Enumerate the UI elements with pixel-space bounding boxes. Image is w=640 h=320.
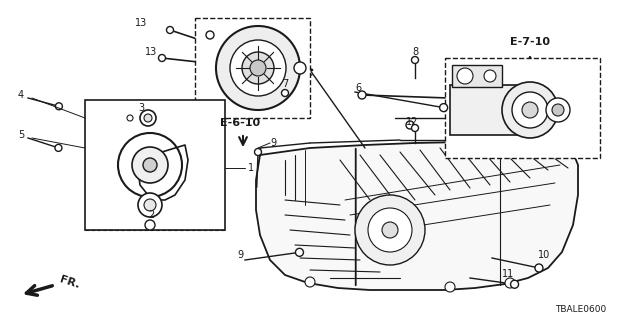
- Circle shape: [358, 91, 366, 99]
- Circle shape: [159, 54, 166, 61]
- Circle shape: [305, 277, 315, 287]
- Circle shape: [406, 121, 414, 129]
- Circle shape: [512, 92, 548, 128]
- Circle shape: [143, 158, 157, 172]
- Bar: [445, 58, 600, 158]
- Circle shape: [445, 282, 455, 292]
- Text: 2: 2: [148, 210, 154, 220]
- Text: 11: 11: [502, 269, 515, 279]
- Circle shape: [56, 103, 63, 110]
- Circle shape: [255, 148, 262, 156]
- Circle shape: [546, 98, 570, 122]
- Text: 4: 4: [18, 90, 24, 100]
- Circle shape: [457, 68, 473, 84]
- Circle shape: [505, 278, 515, 288]
- Text: E-7-10: E-7-10: [510, 37, 550, 47]
- Circle shape: [145, 220, 155, 230]
- Circle shape: [412, 124, 419, 132]
- Bar: [452, 65, 502, 87]
- Circle shape: [412, 57, 419, 63]
- Circle shape: [138, 193, 162, 217]
- Circle shape: [132, 147, 168, 183]
- Circle shape: [484, 70, 496, 82]
- Text: FR.: FR.: [58, 274, 81, 290]
- Circle shape: [511, 280, 518, 288]
- Text: 9: 9: [270, 138, 276, 148]
- Bar: [85, 100, 225, 230]
- Circle shape: [216, 26, 300, 110]
- Text: 10: 10: [538, 250, 550, 260]
- Text: 3: 3: [138, 103, 144, 113]
- Text: 7: 7: [282, 79, 288, 89]
- Text: 1: 1: [248, 163, 254, 173]
- Circle shape: [502, 82, 558, 138]
- Bar: [195, 18, 310, 118]
- Circle shape: [242, 52, 274, 84]
- Text: 9: 9: [237, 250, 243, 260]
- Circle shape: [250, 60, 266, 76]
- Circle shape: [522, 102, 538, 118]
- Text: 6: 6: [355, 83, 361, 93]
- Circle shape: [552, 104, 564, 116]
- Circle shape: [230, 40, 286, 96]
- Circle shape: [296, 248, 303, 256]
- Text: E-6-10: E-6-10: [220, 118, 260, 128]
- Circle shape: [206, 31, 214, 39]
- Bar: [450, 85, 530, 135]
- Text: TBALE0600: TBALE0600: [555, 306, 606, 315]
- Text: 13: 13: [135, 18, 147, 28]
- Text: 5: 5: [18, 130, 24, 140]
- Circle shape: [440, 104, 447, 112]
- Text: 8: 8: [412, 47, 418, 57]
- Circle shape: [140, 110, 156, 126]
- Circle shape: [535, 264, 543, 272]
- Circle shape: [55, 144, 62, 151]
- Circle shape: [368, 208, 412, 252]
- Circle shape: [355, 195, 425, 265]
- Circle shape: [144, 199, 156, 211]
- Text: 12: 12: [406, 117, 419, 127]
- Circle shape: [118, 133, 182, 197]
- Circle shape: [282, 90, 289, 97]
- Circle shape: [127, 115, 133, 121]
- Circle shape: [382, 222, 398, 238]
- Circle shape: [144, 114, 152, 122]
- Circle shape: [294, 62, 306, 74]
- Text: 13: 13: [145, 47, 157, 57]
- Circle shape: [166, 27, 173, 34]
- Polygon shape: [256, 142, 578, 290]
